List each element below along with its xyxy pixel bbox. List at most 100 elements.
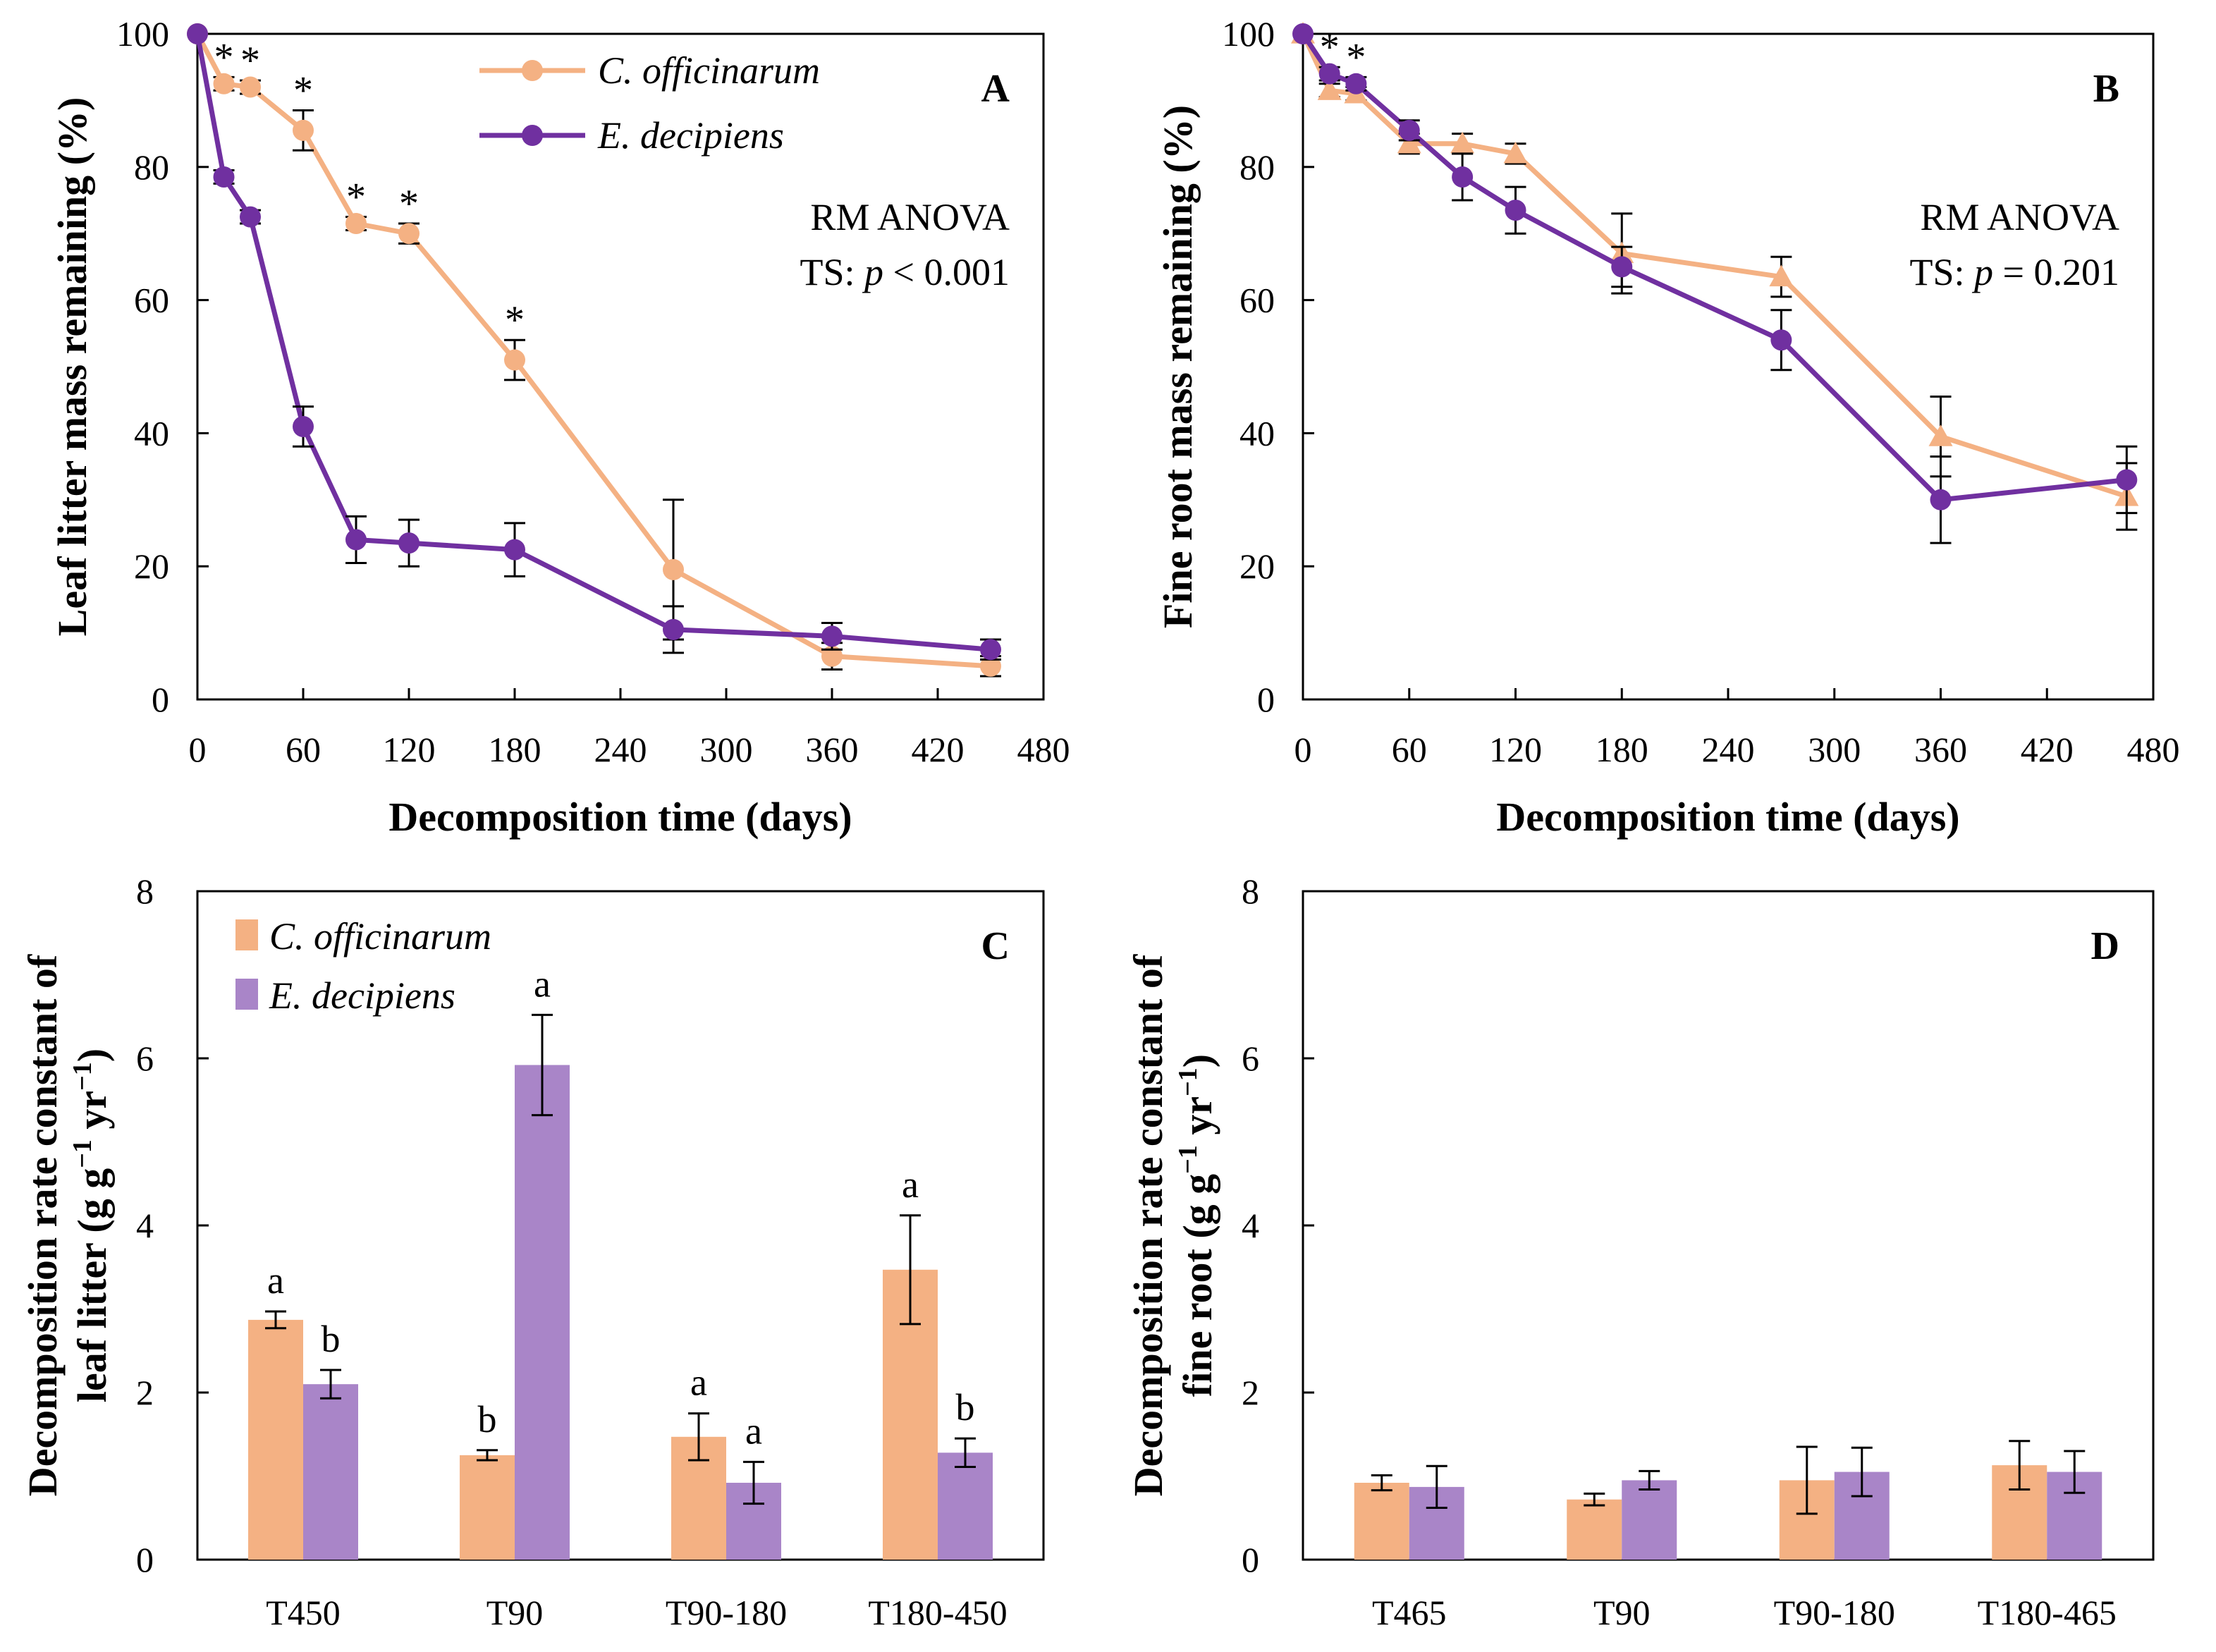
- panel-d-ytick-label: 0: [1242, 1540, 1259, 1579]
- panel-c-label: C: [981, 924, 1010, 968]
- panel-c-bar: [515, 1065, 570, 1560]
- panel-b-data-point: [1928, 424, 1953, 446]
- ylabel-unit-part: fine root (g g: [1175, 1174, 1220, 1397]
- panel-a-significance-star: *: [214, 35, 234, 79]
- panel-a-label: A: [981, 67, 1010, 111]
- panel-a-data-point: [213, 166, 235, 188]
- panel-c-significance-letter: b: [322, 1318, 341, 1360]
- panel-d-bar: [1622, 1480, 1677, 1560]
- panel-b-annotation-title: RM ANOVA: [1920, 196, 2119, 238]
- panel-b-data-point: [2116, 469, 2138, 491]
- panel-c-category-label: T450: [266, 1593, 341, 1632]
- panel-c-significance-letter: b: [478, 1398, 497, 1440]
- panel-a-series-line-1: [195, 32, 991, 669]
- panel-b-xtick-label: 480: [2127, 730, 2180, 769]
- panel-b-label: B: [2093, 67, 2119, 111]
- panel-a-xtick-label: 300: [700, 730, 753, 769]
- panel-d-bar: [1354, 1482, 1409, 1560]
- panel-a-data-point: [293, 415, 314, 437]
- panel-c-significance-letter: a: [267, 1259, 284, 1302]
- panel-b-ytick-label: 40: [1239, 413, 1275, 453]
- panel-d-bar: [1567, 1499, 1622, 1560]
- panel-a-annotation-stat: TS: p < 0.001: [800, 251, 1010, 293]
- panel-a-significance-star: *: [505, 298, 525, 342]
- panel-a-data-point: [240, 206, 261, 228]
- legend-label-2: E. decipiens: [597, 114, 784, 157]
- panel-b-data-point: [1398, 119, 1420, 141]
- panel-b-xtick-label: 60: [1392, 730, 1427, 769]
- panel-b-data-point: [1611, 256, 1633, 278]
- legend-swatch-1: [235, 919, 258, 950]
- panel-b-ytick-label: 80: [1239, 147, 1275, 187]
- panel-c-ytick-label: 0: [136, 1540, 154, 1579]
- panel-c-ytick-label: 8: [136, 871, 154, 911]
- panel-c-y-axis-title-line2: leaf litter (g g−1 yr−1): [68, 1048, 115, 1402]
- panel-a-data-point: [980, 639, 1001, 661]
- legend-bar-label-1: C. officinarum: [269, 915, 491, 957]
- panel-a-xtick-label: 0: [189, 730, 207, 769]
- panel-b-annotation-stat: TS: p = 0.201: [1910, 251, 2120, 293]
- annotation-stat-value: < 0.001: [883, 251, 1010, 293]
- panel-d-ytick-label: 6: [1242, 1039, 1259, 1078]
- panel-a-xtick-label: 180: [489, 730, 541, 769]
- panel-a-ytick-label: 0: [152, 680, 169, 719]
- panel-b-series-line-1: [1300, 32, 2128, 499]
- panel-d-ytick-label: 2: [1242, 1373, 1259, 1412]
- legend-swatch-2: [235, 979, 258, 1010]
- panel-a-ytick-label: 100: [116, 14, 169, 54]
- panel-a-data-point: [504, 539, 525, 561]
- panel-a-significance-star: *: [346, 176, 366, 219]
- panel-b-ytick-label: 100: [1222, 14, 1275, 54]
- panel-d-label: D: [2091, 924, 2119, 968]
- ylabel-unit-part: leaf litter (g g: [69, 1168, 115, 1402]
- panel-a-xtick-label: 240: [594, 730, 647, 769]
- panel-c-bar: [303, 1384, 358, 1560]
- panel-c-category-label: T180-450: [868, 1593, 1007, 1632]
- ylabel-unit-part: yr: [69, 1091, 115, 1139]
- panel-a-data-point: [821, 625, 843, 647]
- panel-b-xtick-label: 180: [1596, 730, 1648, 769]
- panel-a-data-point: [980, 655, 1001, 677]
- panel-b-ytick-label: 20: [1239, 546, 1275, 586]
- panel-a-significance-star: *: [240, 39, 260, 82]
- panel-b-data-point: [1770, 329, 1792, 351]
- panel-b-data-point: [1345, 73, 1367, 94]
- panel-a-xtick-label: 480: [1017, 730, 1070, 769]
- panel-b-data-point: [1769, 264, 1794, 287]
- panel-d-plot-frame: [1302, 890, 2155, 1561]
- panel-c-category-label: T90: [486, 1593, 544, 1632]
- ylabel-superscript: −1: [68, 1139, 97, 1168]
- annotation-p-symbol: p: [862, 251, 883, 293]
- ylabel-unit-part: ): [1175, 1054, 1220, 1067]
- panel-a-xtick-label: 60: [286, 730, 321, 769]
- legend-marker-1: [522, 60, 543, 81]
- panel-d-y-axis-title-line2: fine root (g g−1 yr−1): [1173, 1054, 1220, 1397]
- panel-a-xtick-label: 120: [383, 730, 436, 769]
- panel-b-data-point: [1450, 131, 1475, 154]
- panel-a-data-point: [345, 213, 367, 235]
- panel-c-significance-letter: a: [902, 1163, 919, 1206]
- ylabel-superscript: −1: [1173, 1067, 1203, 1096]
- panel-b-data-point: [1317, 78, 1342, 100]
- panel-c-significance-letter: a: [690, 1362, 707, 1404]
- panel-d-category-label: T90-180: [1774, 1593, 1895, 1632]
- ylabel-unit-part: ): [69, 1048, 115, 1062]
- panel-a-data-point: [187, 23, 208, 44]
- panel-b-data-point: [1452, 166, 1474, 188]
- panel-a-data-point: [821, 645, 843, 667]
- panel-b-xtick-label: 420: [2021, 730, 2074, 769]
- panel-b-plot-frame: [1302, 32, 2155, 701]
- panel-a-xtick-label: 420: [912, 730, 965, 769]
- legend-bar-label-2: E. decipiens: [269, 974, 455, 1017]
- panel-c-ytick-label: 4: [136, 1206, 154, 1245]
- panel-a-ytick-label: 60: [134, 281, 169, 320]
- panel-b-xtick-label: 360: [1914, 730, 1967, 769]
- ylabel-unit-part: yr: [1175, 1096, 1220, 1145]
- panel-b-data-point: [1292, 23, 1314, 44]
- annotation-stat-value: = 0.201: [1993, 251, 2119, 293]
- panel-b-data-point: [1930, 489, 1952, 510]
- panel-a-ytick-label: 20: [134, 546, 169, 586]
- panel-b-data-point: [1505, 200, 1526, 221]
- panel-b-xtick-label: 0: [1294, 730, 1312, 769]
